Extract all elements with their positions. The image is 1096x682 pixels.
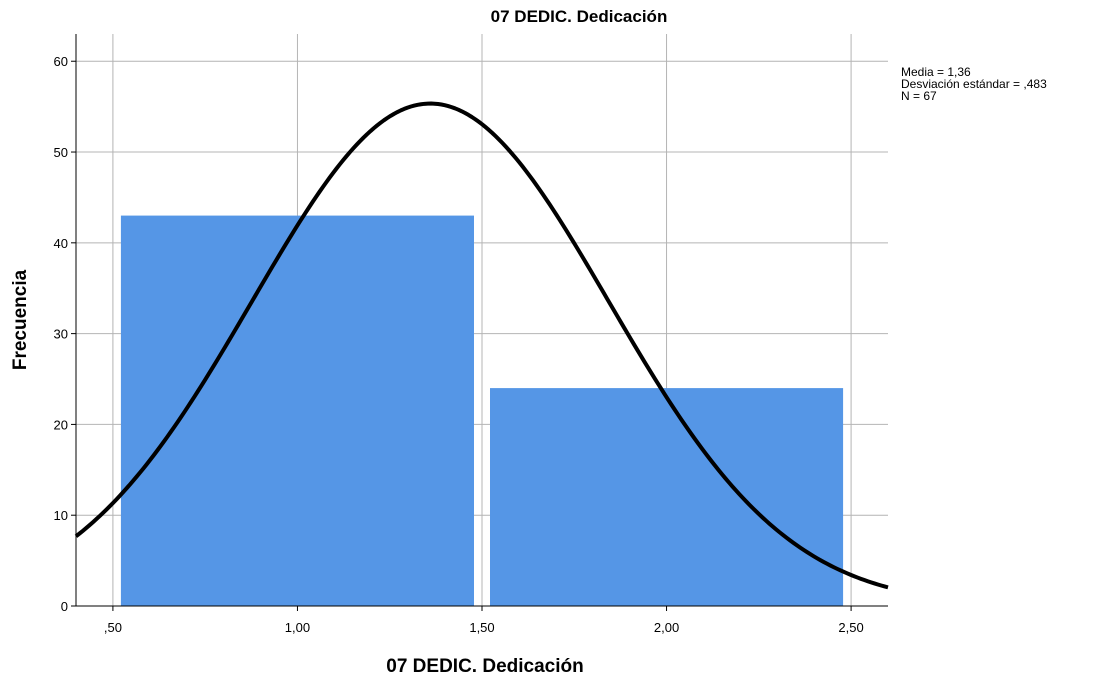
y-tick-label: 60 [54,54,68,69]
y-tick-label: 20 [54,417,68,432]
x-tick-label: ,50 [104,620,122,635]
x-tick-label: 1,50 [469,620,494,635]
y-tick-label: 50 [54,145,68,160]
x-axis-label: 07 DEDIC. Dedicación [386,656,583,677]
x-tick-label: 2,00 [654,620,679,635]
normal-curve [74,101,889,590]
bars [120,215,844,607]
x-tick-label: 1,00 [285,620,310,635]
y-axis-label: Frecuencia [10,269,31,370]
stats-line: Desviación estándar = ,483 [901,77,1047,91]
axes: 0 10 20 30 40 50 60 ,50 1,00 1,50 2,00 2,50 [54,34,888,635]
histogram-bar [120,215,474,607]
y-tick-label: 40 [54,236,68,251]
histogram-bar [490,388,844,606]
x-tick-label: 2,50 [838,620,863,635]
normal-curve-line [74,101,889,590]
stats-line: Media = 1,36 [901,65,971,79]
y-tick-label: 10 [54,508,68,523]
y-tick-label: 0 [61,599,68,614]
chart-title: 07 DEDIC. Dedicación [491,7,668,26]
stats-line: N = 67 [901,89,937,103]
y-tick-label: 30 [54,327,68,342]
